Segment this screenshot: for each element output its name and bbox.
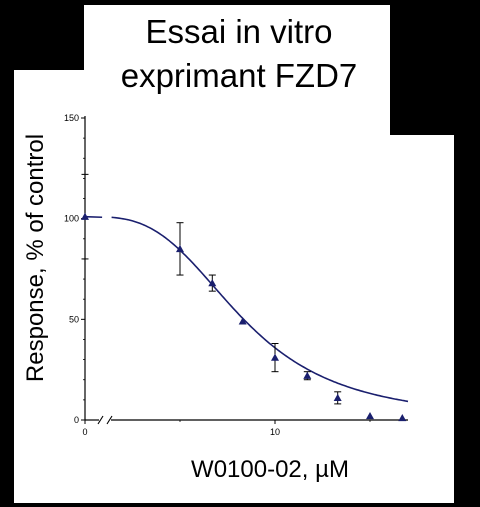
chart-title-line-1: Essai in vitro (145, 13, 333, 50)
data-point-triangle (333, 393, 342, 402)
fit-curve-break-segment (84, 215, 103, 219)
data-point-triangle (303, 371, 312, 379)
chart-title-line-2: exprimant FZD7 (120, 57, 358, 94)
fit-curve (111, 216, 409, 403)
chart-title: Essai in vitro exprimant FZD7 (88, 10, 390, 98)
black-corner-right (390, 0, 460, 135)
data-point-triangle (238, 317, 247, 325)
x-axis-label: W0100-02, µM (191, 456, 349, 483)
data-point-triangle (398, 413, 407, 422)
data-point-triangle (208, 279, 217, 287)
x-tick-label: 0 (82, 427, 87, 437)
data-points-group (81, 173, 407, 422)
data-point-triangle (176, 244, 184, 253)
data-point-triangle (366, 411, 374, 420)
x-tick-label: 10 (270, 427, 280, 437)
axes-group: 0 50 100 150 0 10 (64, 113, 408, 437)
black-corner-left (0, 0, 84, 70)
data-point-triangle (81, 212, 89, 220)
y-tick-label: 50 (69, 314, 79, 324)
y-tick-label: 150 (64, 113, 79, 123)
black-edge-right (454, 0, 480, 507)
data-point-triangle (271, 353, 279, 361)
y-tick-label: 100 (64, 214, 79, 224)
x-axis-break-mark-2 (106, 415, 113, 425)
x-axis-break-mark-1 (97, 415, 104, 425)
fit-curve-group (84, 215, 409, 403)
y-tick-label: 0 (74, 415, 79, 425)
